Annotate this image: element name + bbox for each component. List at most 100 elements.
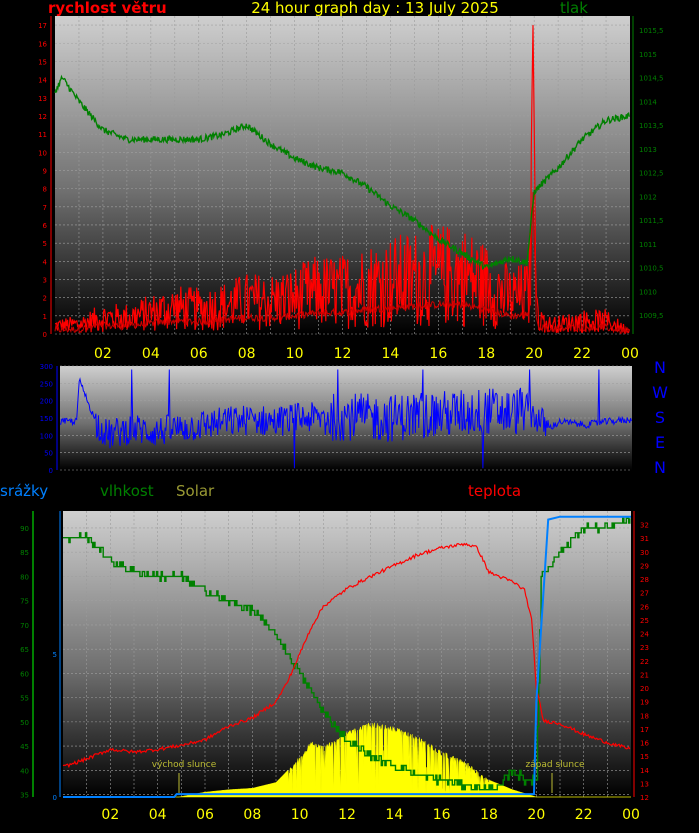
temperature-axis-tick-label: 18: [640, 712, 649, 720]
rain-label: srážky: [0, 482, 48, 500]
time-tick-label: 16: [433, 807, 451, 823]
time-tick-label: 20: [525, 346, 543, 362]
time-tick-label: 18: [477, 346, 495, 362]
humidity-axis-tick-label: 40: [20, 767, 29, 775]
humidity-axis-tick-label: 80: [20, 573, 29, 581]
wind-axis-tick-label: 8: [43, 186, 47, 194]
temperature-axis-tick-label: 32: [640, 522, 649, 530]
direction-grid: [56, 365, 632, 471]
humidity-axis-tick-label: 90: [20, 525, 29, 533]
time-tick-label: 14: [382, 346, 400, 362]
temperature-axis-tick-label: 31: [640, 535, 649, 543]
pressure-axis-tick-label: 1009,5: [639, 312, 664, 320]
pressure-label: tlak: [560, 0, 588, 17]
solar-label: Solar: [176, 482, 215, 500]
wind-axis-tick-label: 7: [43, 204, 47, 212]
wind-speed-label: rychlost větru: [48, 0, 167, 17]
temperature-axis-tick-label: 14: [640, 767, 649, 775]
temperature-axis-tick-label: 27: [640, 590, 649, 598]
pressure-axis-tick-label: 1014: [639, 98, 657, 106]
temperature-axis-tick-label: 16: [640, 740, 649, 748]
wind-speed-average-line: [54, 192, 630, 335]
wind-axis-tick-label: 5: [43, 240, 47, 248]
humidity-label: vlhkost: [100, 482, 154, 500]
wind-axis-tick-label: 14: [38, 77, 47, 85]
time-tick-label: 14: [385, 807, 403, 823]
temperature-axis-tick-label: 25: [640, 617, 649, 625]
temperature-axis-tick-label: 26: [640, 603, 649, 611]
time-tick-label: 04: [142, 346, 160, 362]
pressure-axis-tick-label: 1013: [639, 146, 657, 154]
time-tick-label: 12: [334, 346, 352, 362]
temperature-axis-tick-label: 29: [640, 562, 649, 570]
rain-axis-tick-label: 5: [53, 651, 57, 659]
temperature-axis-tick-label: 24: [640, 631, 649, 639]
time-tick-label: 22: [575, 807, 593, 823]
time-tick-label: 08: [243, 807, 261, 823]
wind-axis-tick-label: 10: [38, 149, 47, 157]
time-tick-label: 10: [291, 807, 309, 823]
time-tick-label: 04: [149, 807, 167, 823]
humidity-axis-tick-label: 50: [20, 719, 29, 727]
tick-layer: 012345678910111213141516171009,510101010…: [20, 22, 663, 823]
temperature-axis-tick-label: 15: [640, 753, 649, 761]
pressure-axis-tick-label: 1013,5: [639, 122, 664, 130]
direction-axis-tick-label: 100: [40, 432, 53, 440]
humidity-axis-tick-label: 45: [20, 743, 29, 751]
time-tick-label: 00: [621, 346, 639, 362]
direction-letter-n-top: N: [654, 358, 666, 377]
wind-axis-tick-label: 0: [43, 331, 47, 339]
wind-axis-tick-label: 1: [43, 313, 47, 321]
direction-axis-tick-label: 300: [40, 363, 53, 371]
direction-axis-tick-label: 50: [44, 450, 53, 458]
wind-axis-tick-label: 3: [43, 276, 47, 284]
time-tick-label: 22: [573, 346, 591, 362]
temperature-label: teplota: [468, 482, 521, 500]
wind-axis-tick-label: 13: [38, 95, 47, 103]
direction-letter-e: E: [655, 433, 665, 452]
top-grid: [50, 16, 634, 335]
wind-axis-tick-label: 2: [43, 295, 47, 303]
direction-axis-tick-label: 250: [40, 380, 53, 388]
temperature-axis-tick-label: 22: [640, 658, 649, 666]
wind-speed-line: [54, 25, 630, 334]
time-tick-label: 20: [527, 807, 545, 823]
direction-letter-s: S: [655, 408, 665, 427]
time-tick-label: 12: [338, 807, 356, 823]
direction-axis-tick-label: 200: [40, 398, 53, 406]
time-tick-label: 10: [286, 346, 304, 362]
pressure-axis-tick-label: 1012: [639, 193, 657, 201]
temperature-axis-tick-label: 17: [640, 726, 649, 734]
pressure-axis-tick-label: 1015,5: [639, 27, 664, 35]
time-tick-label: 16: [429, 346, 447, 362]
wind-axis-tick-label: 4: [43, 258, 48, 266]
temperature-line: [62, 542, 631, 769]
pressure-axis-tick-label: 1011,5: [639, 217, 664, 225]
temperature-axis-tick-label: 20: [640, 685, 649, 693]
wind-direction-line: [59, 369, 632, 469]
temperature-axis-tick-label: 13: [640, 780, 649, 788]
wind-axis-tick-label: 12: [38, 113, 47, 121]
wind-axis-tick-label: 6: [43, 222, 48, 230]
chart-title: 24 hour graph day : 13 July 2025: [251, 0, 499, 17]
humidity-axis-tick-label: 75: [20, 598, 29, 606]
temperature-axis-tick-label: 21: [640, 671, 649, 679]
temperature-axis-tick-label: 12: [640, 794, 649, 802]
time-tick-label: 06: [196, 807, 214, 823]
humidity-axis-tick-label: 65: [20, 646, 29, 654]
time-tick-label: 08: [238, 346, 256, 362]
time-tick-label: 18: [480, 807, 498, 823]
pressure-axis-tick-label: 1015: [639, 51, 657, 59]
series-layer: [54, 25, 632, 798]
wind-axis-tick-label: 15: [38, 58, 47, 66]
rain-axis-tick-label: 0: [53, 794, 57, 802]
wind-axis-tick-label: 16: [38, 40, 47, 48]
humidity-axis-tick-label: 55: [20, 695, 29, 703]
humidity-axis-tick-label: 85: [20, 549, 29, 557]
pressure-axis-tick-label: 1011: [639, 241, 657, 249]
time-tick-label: 02: [101, 807, 119, 823]
pressure-line: [54, 74, 630, 270]
wind-axis-tick-label: 11: [38, 131, 47, 139]
sunrise-label: východ slunce: [152, 760, 217, 770]
